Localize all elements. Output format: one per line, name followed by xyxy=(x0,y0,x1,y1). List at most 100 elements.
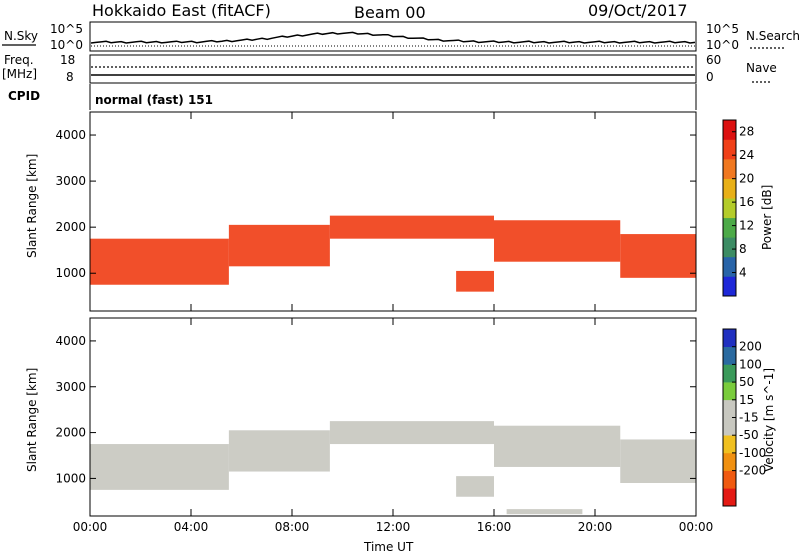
echo-band xyxy=(620,439,696,483)
velocity-colorbar-ticks: 200 100 50 15 -15 -50 -100 -200 xyxy=(732,340,766,478)
nsearch-label: N.Search xyxy=(746,29,800,43)
y-tick-label: 3000 xyxy=(55,380,86,394)
power-y-axis-label: Slant Range [km] xyxy=(25,154,39,258)
colorbar-segment xyxy=(723,452,736,471)
colorbar-segment xyxy=(723,435,736,454)
x-tick-label: 16:00 xyxy=(477,520,512,534)
station-title: Hokkaido East (fitACF) xyxy=(92,1,271,20)
y-tick-label: 4000 xyxy=(55,334,86,348)
velocity-y-ticks: 1000 2000 3000 4000 xyxy=(55,334,696,485)
echo-band xyxy=(494,220,621,262)
power-x-ticks xyxy=(89,112,697,311)
colorbar-tick-label: 200 xyxy=(739,340,762,354)
date-label: 09/Oct/2017 xyxy=(588,1,688,20)
freq-label: Freq. xyxy=(4,53,34,67)
colorbar-tick-label: 100 xyxy=(739,357,762,371)
colorbar-segment xyxy=(723,417,736,436)
nsky-panel xyxy=(89,21,697,52)
colorbar-tick-label: 8 xyxy=(739,242,747,256)
colorbar-segment xyxy=(723,256,736,277)
velocity-colorbar xyxy=(722,328,737,507)
nave-tick-low: 0 xyxy=(706,70,714,84)
y-tick-label: 2000 xyxy=(55,426,86,440)
colorbar-segment xyxy=(723,329,736,347)
cpid-label: CPID xyxy=(8,89,40,103)
nsearch-tick-high: 10^5 xyxy=(706,22,739,36)
nsky-trace xyxy=(90,31,696,44)
x-tick-label: 04:00 xyxy=(174,520,209,534)
echo-band xyxy=(228,224,330,267)
colorbar-tick-label: 16 xyxy=(739,195,754,209)
colorbar-tick-label: 20 xyxy=(739,172,754,186)
echo-band xyxy=(456,270,494,292)
colorbar-segment xyxy=(723,237,736,258)
colorbar-segment xyxy=(723,120,736,140)
colorbar-tick-label: 28 xyxy=(739,125,754,139)
echo-band xyxy=(90,444,229,490)
x-tick-label: 12:00 xyxy=(376,520,411,534)
power-panel: 1000 2000 3000 4000 Slant Range [km] xyxy=(25,111,697,312)
colorbar-segment xyxy=(723,399,736,418)
colorbar-segment xyxy=(723,198,736,219)
nsky-tick-high: 10^5 xyxy=(50,22,83,36)
cpid-value: normal (fast) 151 xyxy=(95,93,213,107)
x-tick-label: 20:00 xyxy=(578,520,613,534)
nsearch-tick-low: 10^0 xyxy=(706,38,739,52)
colorbar-segment xyxy=(723,488,736,507)
colorbar-segment xyxy=(723,470,736,489)
freq-tick-low: 8 xyxy=(66,70,74,84)
colorbar-frame xyxy=(722,119,737,297)
echo-band xyxy=(620,234,696,278)
colorbar-segment xyxy=(723,364,736,383)
power-colorbar-ticks: 4 8 12 16 20 24 28 xyxy=(732,125,754,280)
velocity-echo-bands xyxy=(90,421,696,515)
echo-band xyxy=(329,421,494,445)
freq-unit-label: [MHz] xyxy=(2,67,37,81)
echo-band xyxy=(456,476,494,497)
colorbar-segment xyxy=(723,346,736,365)
x-tick-label: 00:00 xyxy=(679,520,714,534)
colorbar-segment xyxy=(723,217,736,238)
nsky-label: N.Sky xyxy=(4,29,38,43)
colorbar-tick-label: -100 xyxy=(739,446,766,460)
colorbar-tick-label: -50 xyxy=(739,428,759,442)
y-tick-label: 3000 xyxy=(55,174,86,188)
power-colorbar-label: Power [dB] xyxy=(760,185,774,250)
colorbar-segment xyxy=(723,139,736,160)
colorbar-tick-label: -15 xyxy=(739,411,759,425)
colorbar-segment xyxy=(723,382,736,401)
nave-label: Nave xyxy=(746,61,777,75)
velocity-y-axis-label: Slant Range [km] xyxy=(25,368,39,472)
x-tick-label: 00:00 xyxy=(73,520,108,534)
y-tick-label: 2000 xyxy=(55,220,86,234)
freq-tick-high: 18 xyxy=(60,53,75,67)
colorbar-segment xyxy=(723,159,736,179)
velocity-x-ticks: 00:00 04:00 08:00 12:00 16:00 20:00 00:00 xyxy=(73,318,714,534)
power-colorbar xyxy=(722,119,737,297)
echo-band xyxy=(90,238,229,285)
colorbar-tick-label: 15 xyxy=(739,393,754,407)
freq-panel xyxy=(89,54,697,84)
echo-band xyxy=(494,425,621,467)
colorbar-tick-label: -200 xyxy=(739,464,766,478)
nsky-tick-low: 10^0 xyxy=(50,38,83,52)
colorbar-segment xyxy=(723,276,736,297)
colorbar-tick-label: 50 xyxy=(739,375,754,389)
colorbar-tick-label: 4 xyxy=(739,266,747,280)
y-tick-label: 1000 xyxy=(55,266,86,280)
velocity-panel: 1000 2000 3000 4000 00:00 04:00 08:00 12:00 16:… xyxy=(25,317,714,534)
echo-band xyxy=(329,215,494,239)
x-tick-label: 08:00 xyxy=(275,520,310,534)
echo-band xyxy=(228,430,330,472)
x-axis-label: Time UT xyxy=(363,540,414,554)
beam-label: Beam 00 xyxy=(354,3,426,22)
velocity-colorbar-label: Velocity [m s^-1] xyxy=(762,368,776,472)
power-echo-bands xyxy=(90,215,696,292)
y-tick-label: 1000 xyxy=(55,471,86,485)
echo-band xyxy=(506,509,583,515)
colorbar-tick-label: 24 xyxy=(739,148,754,162)
power-y-ticks: 1000 2000 3000 4000 xyxy=(55,128,696,280)
nave-tick-high: 60 xyxy=(706,53,721,67)
colorbar-tick-label: 12 xyxy=(739,219,754,233)
